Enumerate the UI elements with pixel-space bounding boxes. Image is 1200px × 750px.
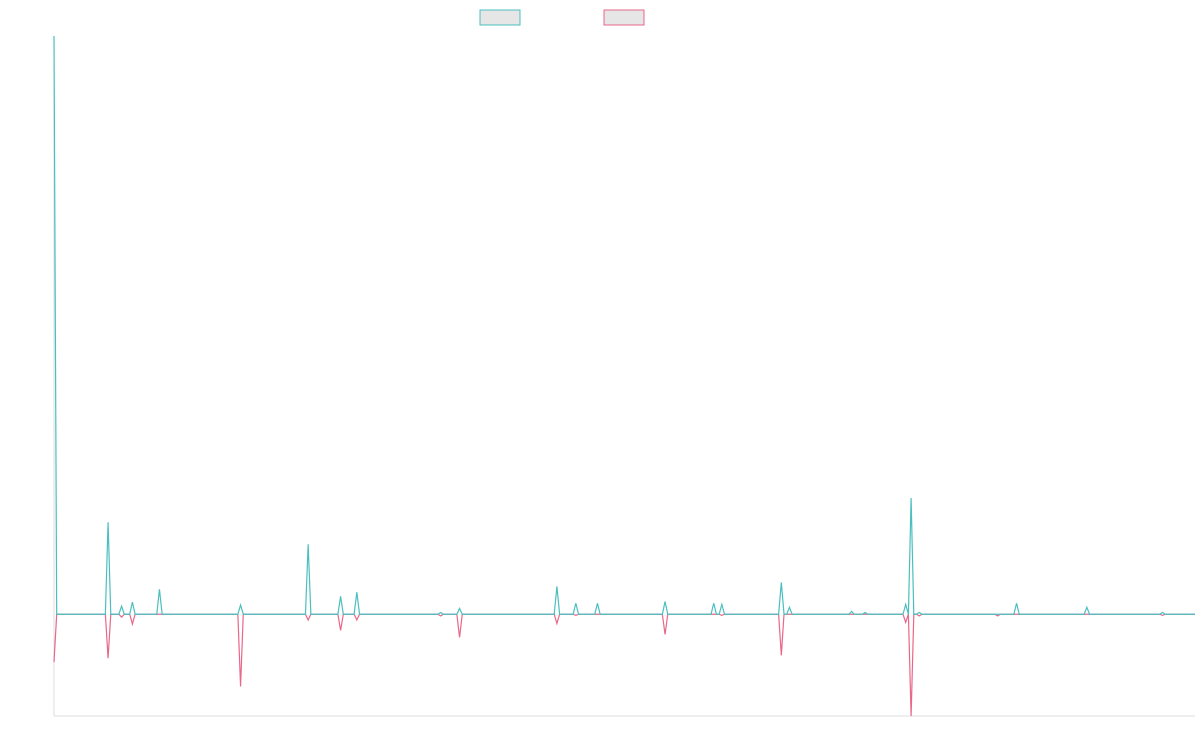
series-line bbox=[53, 613, 1195, 717]
series-line bbox=[53, 35, 1195, 615]
legend-swatch bbox=[479, 9, 521, 26]
legend-swatch bbox=[603, 9, 645, 26]
